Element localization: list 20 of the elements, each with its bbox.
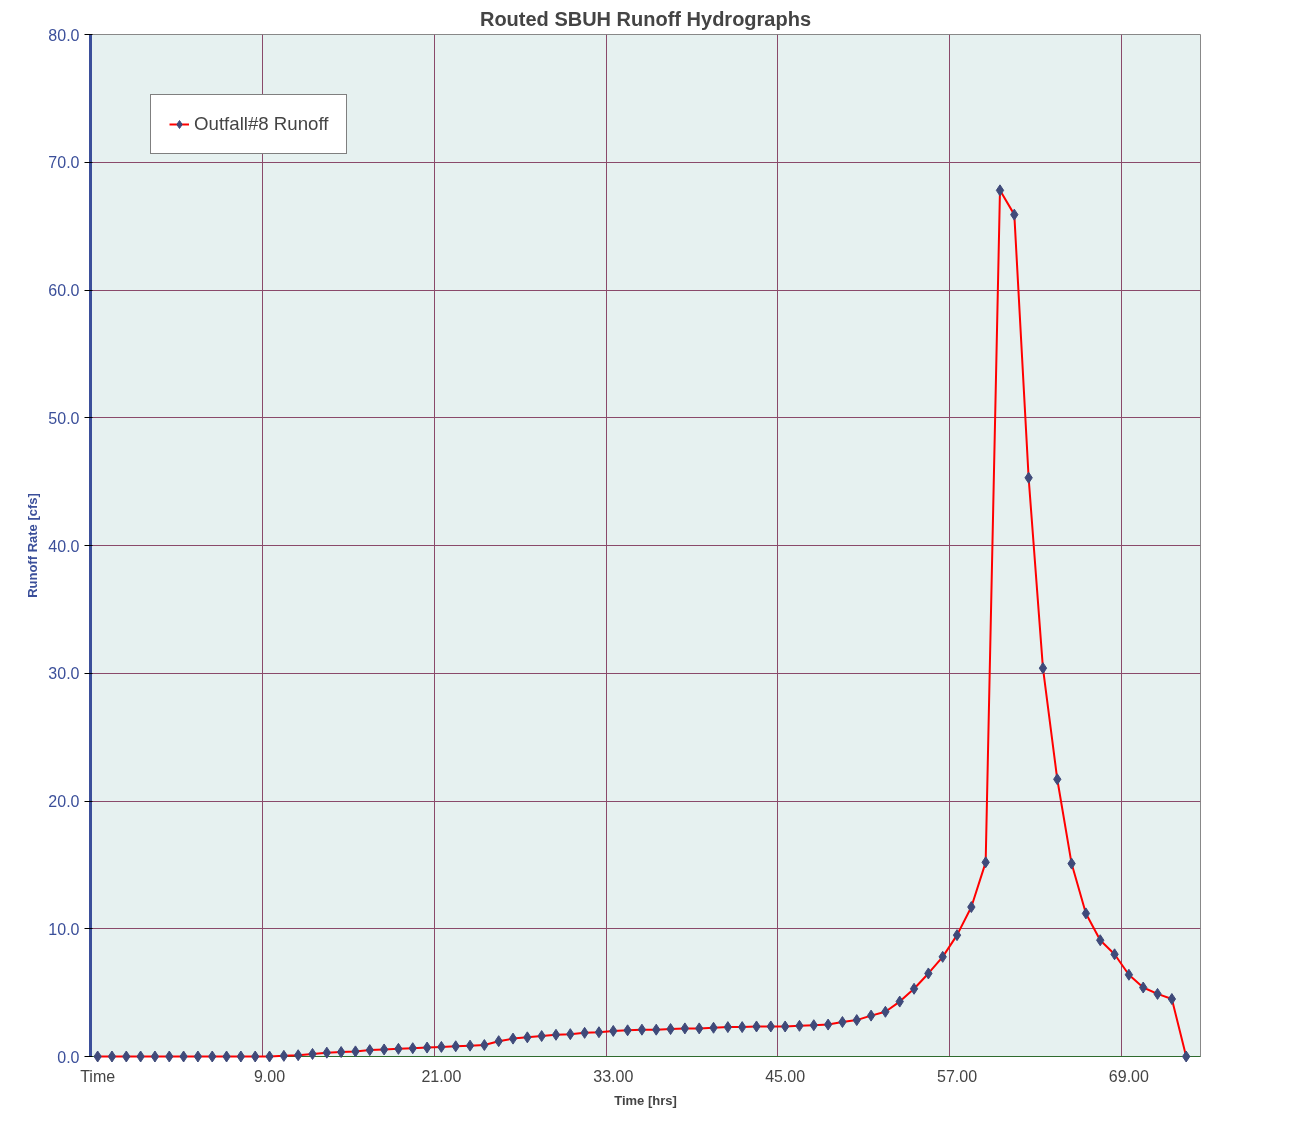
legend-label: Outfall#8 Runoff: [194, 113, 329, 135]
x-axis-title: Time [hrs]: [614, 1092, 677, 1108]
x-tick-label: 57.00: [937, 1067, 978, 1085]
x-tick-label: 45.00: [765, 1067, 806, 1085]
x-tick-label: 9.00: [253, 1067, 286, 1085]
y-tick-label: 60.0: [48, 282, 80, 299]
y-tick-label: 70.0: [48, 154, 80, 172]
y-tick-label: 0.0: [57, 1048, 80, 1066]
x-tick-label: 69.00: [1108, 1067, 1150, 1085]
y-tick-label: 50.0: [48, 409, 80, 427]
y-tick-label: 10.0: [48, 920, 80, 938]
chart-title: Routed SBUH Runoff Hydrographs: [479, 7, 812, 30]
x-tick-label: Time: [80, 1067, 116, 1085]
y-tick-label: 40.0: [48, 537, 80, 555]
x-tick-label: 33.00: [593, 1067, 634, 1085]
y-tick-label: 20.0: [48, 793, 80, 810]
x-tick-label: 21.00: [421, 1067, 462, 1085]
y-tick-label: 80.0: [48, 26, 80, 44]
y-axis-title: Runoff Rate [cfs]: [25, 493, 41, 598]
y-tick-label: 30.0: [48, 665, 80, 683]
